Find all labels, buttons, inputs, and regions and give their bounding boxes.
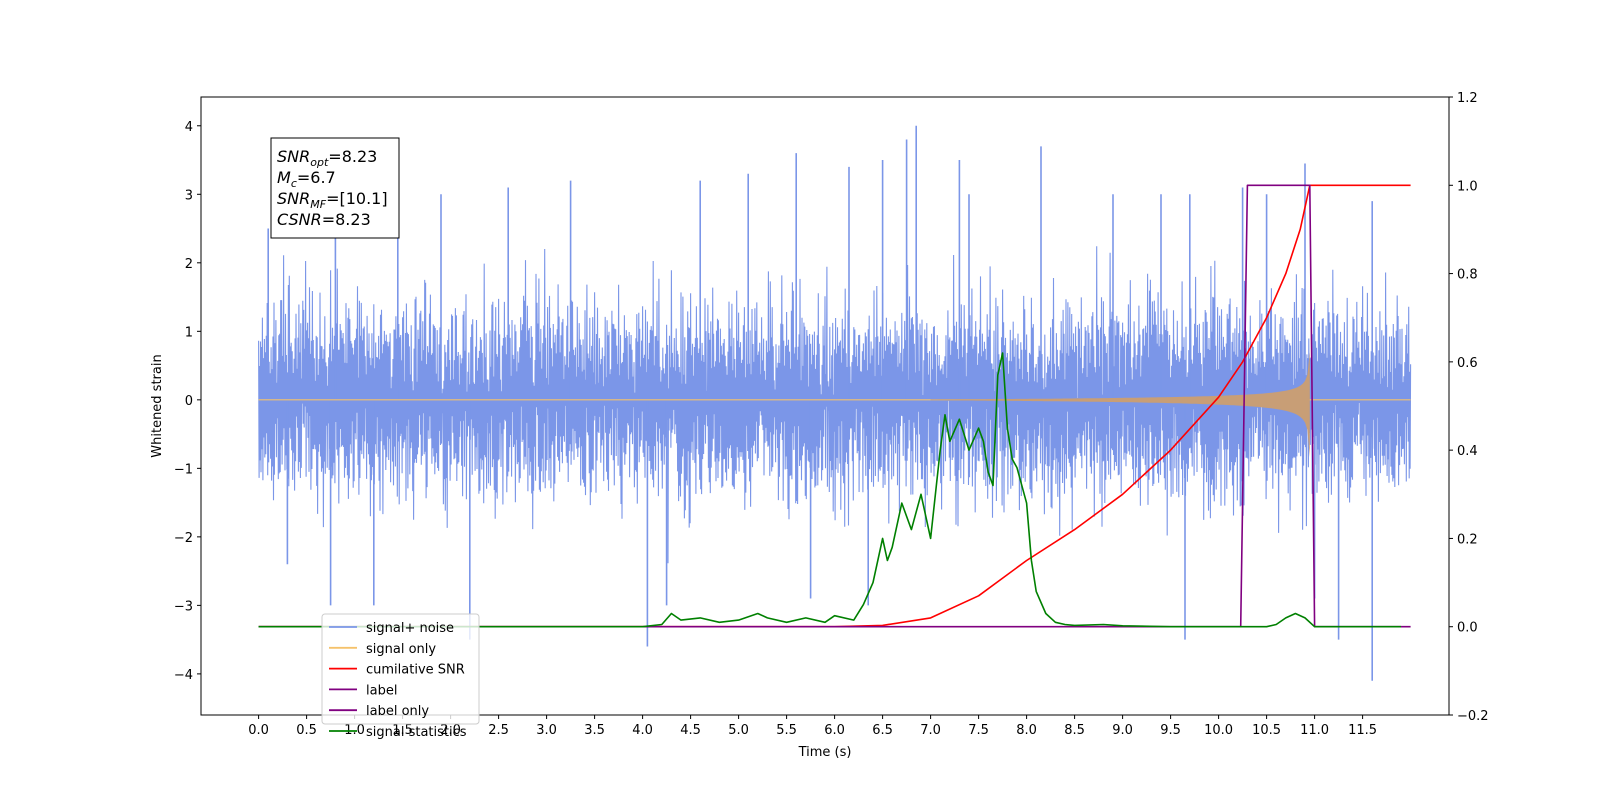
legend-frame [321,613,480,725]
x-tick-label: 6.5 [872,723,893,738]
y-tick-label: 1 [185,325,193,340]
annotation-line: SNRopt=8.23 [277,147,377,169]
x-tick-label: 8.5 [1064,723,1085,738]
annotation-line: SNRMF=[10.1] [277,189,388,211]
legend-label: signal only [366,642,436,657]
annotation-frame [270,137,400,239]
y2-tick-label: 0.8 [1457,268,1478,283]
x-tick-label: 2.0 [440,723,461,738]
annotation-value: =8.23 [322,210,371,229]
y-tick-label: 2 [185,257,193,272]
y2-tick-label: 1.2 [1457,91,1478,106]
x-axis-label: Time (s) [798,745,852,760]
legend-label: label only [366,704,429,719]
y2-tick-label: 0.0 [1457,621,1478,636]
legend-label: cumilative SNR [366,663,465,678]
annotation-line: CSNR=8.23 [277,210,371,229]
y2-tick-label: 1.0 [1457,179,1478,194]
signal-only-chirp [930,352,1310,458]
x-tick-label: 1.5 [392,723,413,738]
x-tick-label: 8.0 [1016,723,1037,738]
x-tick-label: 11.5 [1348,723,1377,738]
annotation-value: =8.23 [328,147,377,166]
y2-tick-label: 0.4 [1457,444,1478,459]
plot-area [258,125,1412,681]
x-tick-label: 5.5 [776,723,797,738]
annotation-value: =[10.1] [326,189,388,208]
annotation-symbol: CSNR [277,210,322,229]
annotation-value: =6.7 [297,168,336,187]
y-tick-label: 0 [185,394,193,409]
signal-only-series [258,352,1411,458]
y2-tick-label: 0.2 [1457,532,1478,547]
x-tick-label: 6.0 [824,723,845,738]
y-axis-right: −0.2 0.0 0.2 0.4 0.6 0.8 1.0 1.2 [1449,91,1489,724]
annotation-symbol: M [277,168,291,187]
x-tick-label: 11.0 [1300,723,1329,738]
axes-frame [200,96,1450,716]
legend: signal+ noise signal only cumilative SNR la… [321,613,480,740]
cumilative-snr-line [258,184,1411,628]
x-axis: 0.0 0.5 1.0 1.5 2.0 2.5 3.0 3.5 4.0 4.5 5.0 5.5 6.0 6… [248,715,1377,738]
x-tick-label: 10.0 [1204,723,1233,738]
x-tick-label: 0.0 [248,723,269,738]
x-tick-label: 7.0 [920,723,941,738]
x-tick-label: 4.5 [680,723,701,738]
y-tick-label: −3 [174,599,193,614]
y2-tick-label: −0.2 [1457,709,1489,724]
y2-tick-label: 0.6 [1457,356,1478,371]
x-tick-label: 3.0 [536,723,557,738]
annotation-subscript: c [291,177,297,190]
right-axis-series [258,184,1411,628]
x-tick-label: 3.5 [584,723,605,738]
y-tick-label: −4 [174,668,193,683]
signal-statistics-line [258,352,1401,628]
y-tick-label: −1 [174,462,193,477]
x-tick-label: 7.5 [968,723,989,738]
annotation-symbol: SNR [277,147,310,166]
y-axis-left: −4 −3 −2 −1 0 1 2 3 4 [174,120,201,683]
noise-trace [258,246,1412,564]
x-tick-label: 9.5 [1160,723,1181,738]
annotation-symbol: SNR [277,189,310,208]
y-tick-label: 3 [185,188,193,203]
x-tick-label: 5.0 [728,723,749,738]
annotation-line: Mc=6.7 [277,168,336,190]
y-tick-label: 4 [185,120,193,135]
x-tick-label: 2.5 [488,723,509,738]
y-tick-label: −2 [174,531,193,546]
legend-label: signal+ noise [366,621,454,636]
annotation-subscript: MF [310,198,326,211]
y-axis-label: Whitened strain [150,354,165,457]
x-tick-label: 4.0 [632,723,653,738]
x-tick-label: 10.5 [1252,723,1281,738]
x-tick-label: 0.5 [296,723,317,738]
legend-label: label [366,683,397,698]
annotation-subscript: opt [310,156,329,169]
legend-label: signal statistics [366,725,467,740]
signal-noise-series [258,125,1412,681]
x-tick-label: 9.0 [1112,723,1133,738]
